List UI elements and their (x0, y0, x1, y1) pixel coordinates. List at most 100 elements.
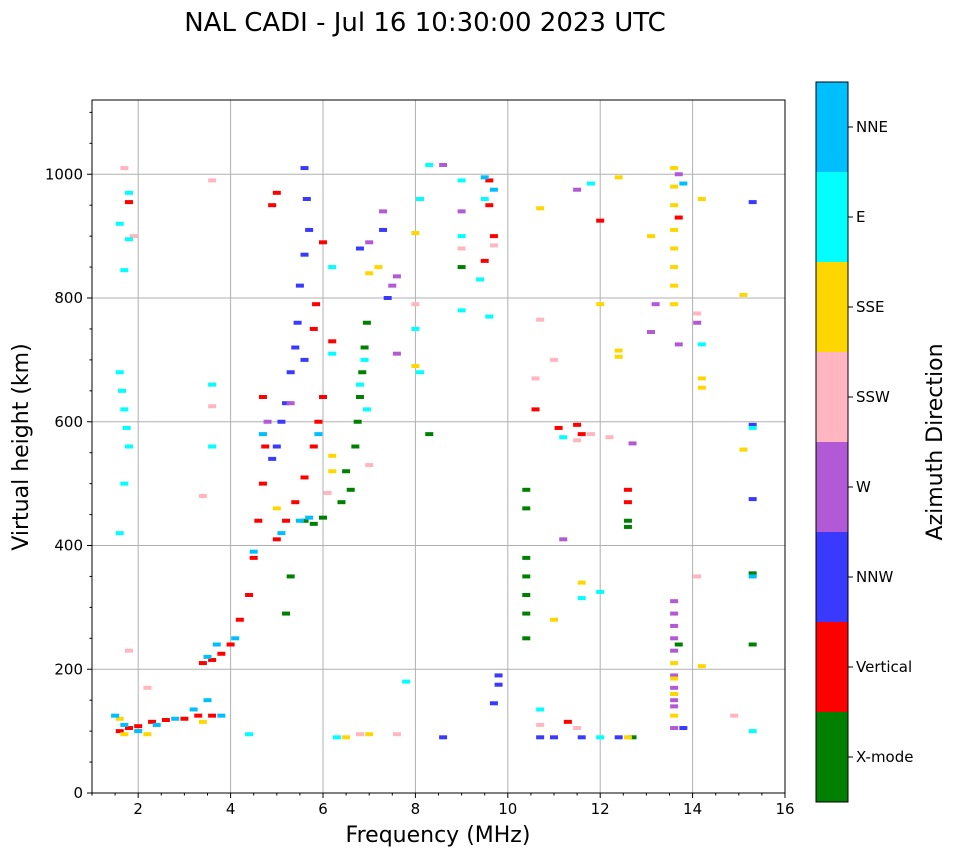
data-point-nne (212, 642, 221, 647)
chart-title: NAL CADI - Jul 16 10:30:00 2023 UTC (184, 8, 666, 38)
data-point-vertical (312, 302, 321, 307)
data-point-e (577, 596, 586, 601)
data-point-x-mode (355, 395, 364, 399)
data-point-e (355, 382, 364, 387)
data-point-w (670, 636, 679, 641)
y-tick-label: 1000 (45, 165, 83, 183)
data-point-nnw (300, 252, 309, 257)
data-point-e (457, 178, 466, 183)
data-point-x-mode (282, 611, 291, 616)
data-point-sse (550, 617, 558, 622)
data-point-w (693, 320, 702, 325)
data-point-nnw (302, 197, 311, 201)
data-point-x-mode (522, 506, 531, 511)
data-point-vertical (291, 500, 300, 505)
data-point-sse (328, 469, 337, 474)
data-point-w (573, 187, 582, 192)
data-point-x-mode (457, 265, 466, 270)
data-point-w (263, 419, 272, 424)
data-point-vertical (319, 395, 327, 399)
data-point-e (485, 314, 494, 319)
data-point-ssw (573, 726, 582, 731)
data-point-nnw (748, 422, 757, 427)
x-tick-label: 6 (318, 800, 328, 818)
data-point-nnw (291, 345, 300, 350)
data-point-nne (258, 432, 267, 437)
x-tick-label: 8 (411, 800, 421, 818)
data-point-e (596, 735, 605, 740)
data-point-nnw (536, 735, 545, 740)
data-point-x-mode (522, 574, 531, 579)
data-point-nnw (272, 444, 281, 449)
data-point-sse (342, 735, 351, 740)
data-point-sse (365, 732, 374, 737)
plot-frame (91, 99, 786, 794)
data-point-w (392, 351, 401, 356)
data-point-vertical (272, 537, 281, 542)
x-axis-label: Frequency (MHz) (346, 823, 531, 848)
data-marks (111, 162, 757, 740)
y-tick-label: 200 (54, 660, 83, 678)
data-point-w (379, 209, 388, 214)
data-point-sse (374, 265, 383, 270)
data-point-ssw (411, 302, 420, 307)
data-point-nne (305, 515, 314, 520)
data-point-w (628, 441, 637, 446)
colorbar-tick-label: SSW (856, 388, 890, 406)
data-point-x-mode (358, 370, 367, 375)
data-point-e (536, 707, 545, 712)
data-point-nnw (282, 401, 291, 406)
data-point-vertical (148, 719, 157, 724)
colorbar-label: Azimuth Direction (923, 343, 948, 540)
data-point-sse (697, 376, 706, 381)
data-point-nne (748, 574, 757, 579)
data-point-x-mode (300, 518, 309, 523)
data-point-nnw (614, 735, 623, 740)
data-point-vertical (124, 200, 133, 205)
data-point-vertical (124, 726, 133, 731)
data-point-ssw (198, 494, 207, 498)
data-point-e (328, 265, 337, 270)
data-point-sse (670, 283, 679, 288)
data-point-nnw (439, 735, 448, 740)
data-point-ssw (550, 357, 558, 362)
data-point-sse (670, 203, 679, 208)
data-point-ssw (124, 648, 133, 653)
data-point-e (328, 351, 337, 356)
data-point-w (392, 274, 401, 279)
data-point-nnw (679, 726, 688, 731)
data-point-e (748, 425, 757, 430)
data-point-nne (152, 722, 161, 727)
data-point-e (124, 237, 133, 242)
data-point-vertical (258, 481, 267, 486)
data-point-sse (670, 166, 679, 171)
data-point-ssw (586, 432, 595, 437)
data-point-nnw (550, 735, 558, 740)
data-point-e (208, 382, 217, 387)
colorbar-segment (816, 352, 848, 442)
data-point-nne (203, 698, 212, 703)
colorbar-segment (816, 172, 848, 262)
data-point-sse (670, 661, 679, 666)
y-tick-label: 800 (54, 289, 83, 307)
data-point-x-mode (748, 571, 757, 576)
grid (92, 100, 786, 794)
data-point-vertical (254, 518, 263, 523)
data-point-w (670, 726, 679, 731)
data-point-nne (249, 549, 258, 554)
data-point-vertical (245, 593, 254, 597)
y-tick-label: 0 (73, 784, 83, 802)
data-point-nnw (494, 682, 503, 687)
colorbar-tick-label: X-mode (856, 748, 913, 766)
y-axis-label: Virtual height (km) (9, 343, 34, 550)
data-point-sse (670, 246, 679, 251)
data-point-x-mode (522, 555, 531, 560)
colorbar-tick-label: Vertical (856, 658, 912, 676)
data-point-vertical (161, 717, 170, 722)
axes: 2 4 6 8 10 12 14 16 0 200 400 600 800 1000 (45, 111, 795, 818)
data-point-sse (577, 580, 586, 585)
data-point-ssw (143, 685, 152, 690)
data-point-sse (198, 719, 207, 724)
data-point-nne (679, 181, 688, 186)
data-point-x-mode (342, 469, 351, 474)
